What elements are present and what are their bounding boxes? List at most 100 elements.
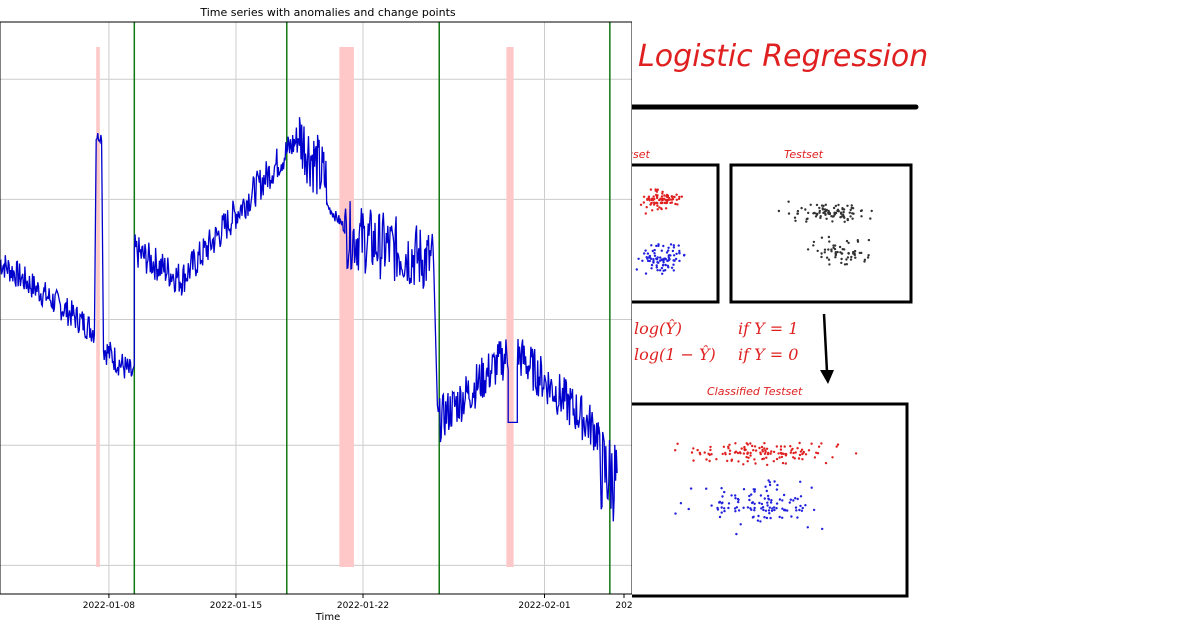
classified-point-red [753, 445, 757, 448]
train-point-red [651, 209, 654, 212]
train-point-blue [677, 244, 680, 247]
change-point-lines [133, 22, 611, 594]
classified-point-red [779, 445, 783, 448]
classified-point-red [724, 453, 727, 456]
train-point-blue [650, 267, 653, 270]
test-point [822, 211, 825, 215]
classified-point-blue [727, 502, 731, 505]
test-point [834, 211, 838, 215]
classified-point-red [745, 455, 748, 459]
test-point [845, 258, 848, 261]
classified-point-red [696, 448, 699, 452]
classified-point-blue [749, 507, 752, 510]
train-point-blue [675, 252, 678, 255]
test-point [854, 256, 857, 259]
train-point-blue [674, 257, 678, 261]
test-point [812, 244, 815, 247]
test-point [816, 249, 819, 253]
classified-point-red [775, 457, 779, 461]
classified-point-blue [781, 507, 784, 510]
classified-set-box [632, 402, 909, 598]
classified-point-red [794, 451, 797, 454]
train-point-blue [667, 249, 670, 252]
train-point-blue [664, 263, 667, 267]
classified-point-red [800, 448, 804, 451]
test-point [827, 248, 830, 251]
classified-point-blue [705, 487, 708, 490]
classified-point-red [728, 452, 731, 456]
classified-point-blue [794, 506, 798, 509]
train-point-blue [662, 263, 665, 267]
classified-point-red [836, 443, 840, 446]
train-point-red [660, 201, 664, 205]
classified-point-red [791, 447, 794, 451]
classified-point-red [742, 463, 745, 466]
classified-point-red [749, 451, 752, 455]
test-point [800, 206, 803, 210]
classified-point-red [754, 462, 757, 465]
x-tick-label: 2022-01-15 [210, 601, 262, 611]
classified-point-blue [753, 502, 756, 505]
classified-point-red [824, 461, 828, 465]
train-point-red [652, 203, 656, 206]
test-point [827, 235, 831, 239]
test-point [818, 209, 821, 213]
classified-point-red [798, 453, 802, 457]
formula-1-condition: if Y = 1 [738, 319, 798, 338]
train-point-blue [653, 254, 657, 257]
test-point [832, 246, 835, 249]
classified-point-blue [752, 488, 755, 491]
classified-point-blue [720, 511, 723, 514]
classified-point-blue [765, 489, 768, 493]
plot-frame [0, 21, 632, 595]
train-point-red [654, 189, 657, 192]
test-point [830, 250, 833, 253]
test-point [842, 215, 846, 218]
classified-point-red [758, 446, 761, 450]
classified-point-blue [750, 493, 753, 496]
classified-point-red [778, 456, 781, 459]
train-point-red [675, 193, 678, 196]
test-point [846, 218, 849, 222]
train-point-red [645, 206, 648, 209]
classified-point-red [763, 447, 766, 450]
train-point-red [663, 201, 666, 204]
test-point [787, 212, 791, 215]
classified-point-blue [716, 508, 720, 511]
train-point-red [666, 195, 669, 199]
test-point [870, 209, 873, 213]
train-point-red [670, 201, 674, 204]
train-point-blue [660, 266, 664, 270]
test-point [860, 215, 863, 218]
classified-point-blue [783, 509, 786, 512]
classified-point-blue [765, 516, 769, 520]
classified-point-blue [723, 507, 726, 510]
classified-point-red [777, 452, 780, 455]
classified-point-blue [760, 507, 763, 510]
classified-point-blue [781, 499, 784, 502]
anomaly-band [96, 47, 100, 567]
test-point [849, 258, 853, 261]
test-point [777, 209, 781, 213]
classified-point-blue [746, 506, 750, 509]
train-point-red [646, 197, 649, 200]
classified-point-blue [735, 532, 738, 536]
test-point [794, 219, 797, 222]
classified-point-red [749, 454, 752, 457]
train-point-red [665, 201, 669, 205]
classified-point-red [780, 455, 784, 459]
anomaly-band [339, 47, 354, 567]
test-point [787, 200, 790, 203]
classified-point-blue [763, 516, 766, 519]
test-point [824, 213, 827, 216]
test-point [834, 204, 838, 208]
test-point [866, 256, 870, 259]
classified-point-red [772, 460, 775, 463]
train-point-blue [650, 244, 653, 247]
train-point-blue [648, 256, 652, 259]
train-point-blue [646, 259, 650, 263]
train-point-red [652, 195, 655, 198]
train-point-blue [666, 259, 669, 263]
classified-point-blue [766, 501, 769, 504]
series-line [0, 117, 618, 522]
